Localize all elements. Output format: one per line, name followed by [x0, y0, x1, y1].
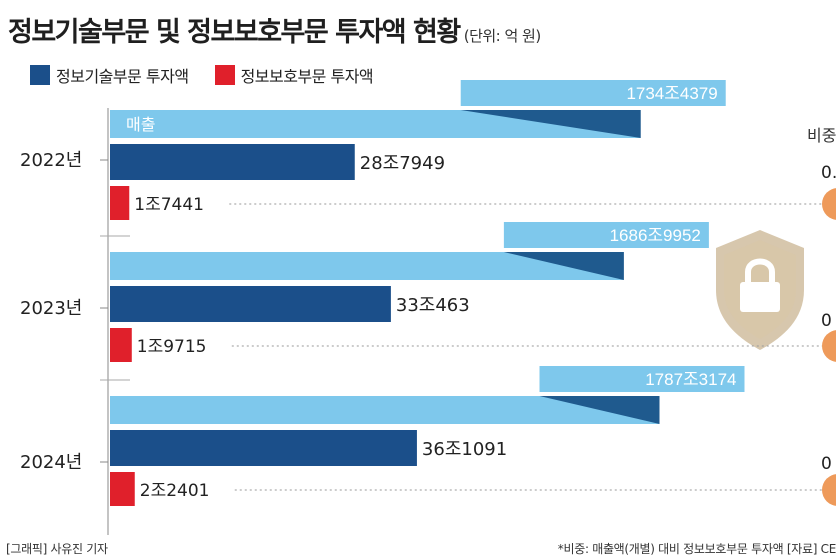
lock-body [740, 282, 780, 312]
ratio-header: 비중 [807, 126, 836, 145]
lock-shackle [745, 258, 775, 282]
unit-label: (단위: 억 원) [463, 27, 542, 45]
sales-value-label: 1787조3174 [645, 370, 736, 389]
it-bar [110, 286, 391, 322]
sales-bar [110, 396, 660, 424]
footer-credit: [그래픽] 사유진 기자 [6, 542, 108, 556]
it-value-label: 33조463 [396, 295, 470, 316]
sales-value-tab [539, 366, 745, 392]
sales-value-tab [460, 80, 726, 106]
sales-value-label: 1686조9952 [610, 226, 701, 245]
title-text: 정보기술부문 및 정보보호부문 투자액 현황 [8, 17, 461, 48]
legend-swatch-it [30, 65, 50, 85]
ratio-dot [822, 474, 836, 506]
legend-label-security: 정보보호부문 투자액 [240, 67, 374, 86]
ratio-value-2024: 0 [821, 454, 832, 474]
ratio-value-2023: 0 [821, 311, 832, 331]
legend-item-security: 정보보호부문 투자액 [214, 63, 374, 87]
security-value-label: 2조2401 [140, 481, 210, 501]
it-value-label: 28조7949 [360, 153, 445, 174]
it-value-label: 36조1091 [422, 439, 507, 460]
ratio-dot [822, 188, 836, 220]
legend-item-it: 정보기술부문 투자액 [30, 63, 189, 87]
sales-value-label: 1734조4379 [626, 84, 717, 103]
category-label: 2023년 [20, 298, 82, 319]
security-value-label: 1조7441 [134, 195, 204, 215]
ratio-value-2022: 0. [821, 163, 836, 183]
chart-title: 정보기술부문 및 정보보호부문 투자액 현황 (단위: 억 원) [8, 10, 541, 49]
ratio-dot [822, 330, 836, 362]
security-value-label: 1조9715 [137, 337, 207, 357]
legend-swatch-security [214, 65, 235, 85]
legend: 정보기술부문 투자액 정보보호부문 투자액 [30, 64, 399, 86]
security-bar [110, 328, 132, 362]
legend-label-it: 정보기술부문 투자액 [56, 67, 189, 86]
footer-note: *비중: 매출액(개별) 대비 정보보호부문 투자액 [자료] CE [557, 542, 836, 556]
category-label: 2024년 [20, 452, 82, 473]
sales-bar [110, 252, 624, 280]
sales-value-tab [503, 222, 709, 248]
security-bar [110, 186, 130, 220]
security-bar [110, 472, 135, 506]
sales-series-label: 매출 [126, 115, 155, 134]
lock-shield-icon [716, 230, 804, 350]
sales-bar [110, 110, 641, 138]
it-bar [110, 144, 355, 180]
category-label: 2022년 [20, 150, 82, 171]
it-bar [110, 430, 417, 466]
